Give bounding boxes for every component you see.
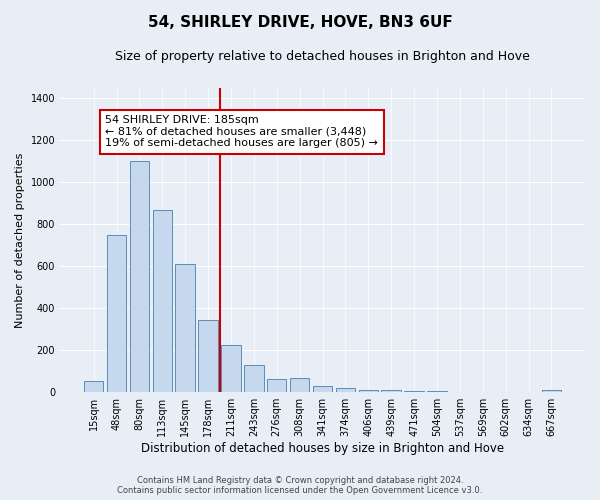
Bar: [335, 388, 355, 392]
X-axis label: Distribution of detached houses by size in Brighton and Hove: Distribution of detached houses by size …: [141, 442, 504, 455]
Bar: [152, 210, 172, 392]
Bar: [359, 390, 378, 392]
Y-axis label: Number of detached properties: Number of detached properties: [15, 152, 25, 328]
Bar: [427, 391, 446, 392]
Bar: [244, 365, 263, 392]
Bar: [313, 386, 332, 392]
Bar: [290, 378, 310, 392]
Bar: [267, 379, 286, 392]
Bar: [382, 390, 401, 392]
Bar: [221, 345, 241, 392]
Bar: [84, 382, 103, 392]
Bar: [107, 234, 126, 392]
Bar: [199, 320, 218, 392]
Text: 54 SHIRLEY DRIVE: 185sqm
← 81% of detached houses are smaller (3,448)
19% of sem: 54 SHIRLEY DRIVE: 185sqm ← 81% of detach…: [105, 115, 378, 148]
Text: 54, SHIRLEY DRIVE, HOVE, BN3 6UF: 54, SHIRLEY DRIVE, HOVE, BN3 6UF: [148, 15, 452, 30]
Bar: [130, 162, 149, 392]
Title: Size of property relative to detached houses in Brighton and Hove: Size of property relative to detached ho…: [115, 50, 530, 63]
Bar: [404, 391, 424, 392]
Text: Contains HM Land Registry data © Crown copyright and database right 2024.
Contai: Contains HM Land Registry data © Crown c…: [118, 476, 482, 495]
Bar: [175, 264, 195, 392]
Bar: [542, 390, 561, 392]
